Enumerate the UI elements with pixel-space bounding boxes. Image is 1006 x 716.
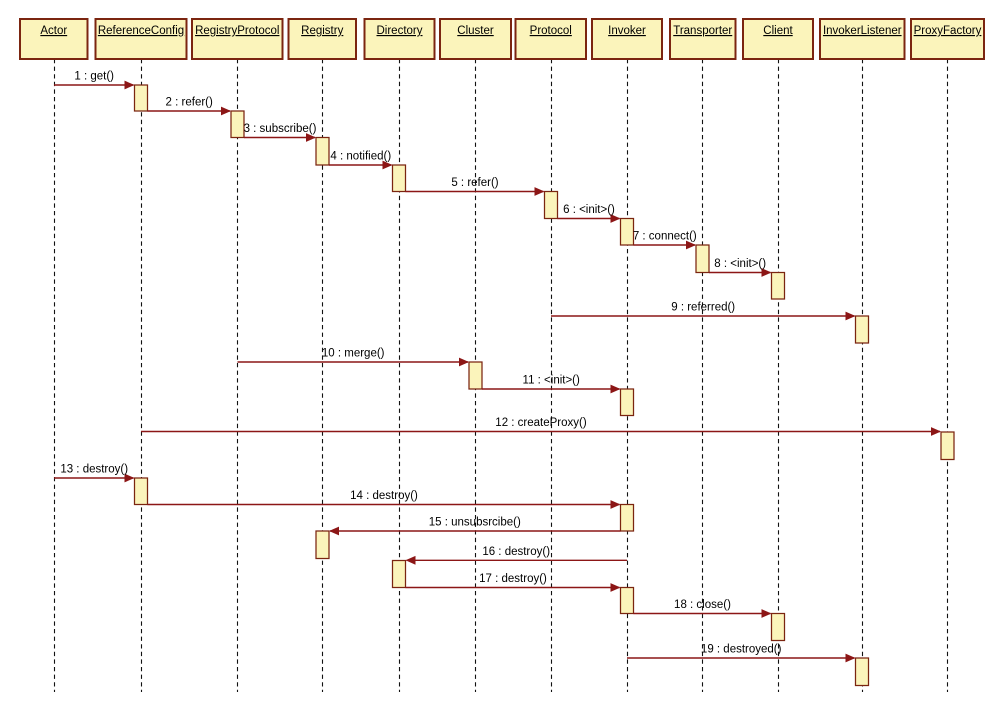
svg-text:9 : referred(): 9 : referred() [671,302,735,314]
svg-text:Protocol: Protocol [530,25,572,37]
svg-text:13 : destroy(): 13 : destroy() [60,464,128,476]
svg-text:Actor: Actor [40,25,67,37]
svg-text:InvokerListener: InvokerListener [823,25,902,37]
svg-text:1 : get(): 1 : get() [74,71,114,83]
svg-text:Directory: Directory [376,25,422,37]
svg-text:ReferenceConfig: ReferenceConfig [98,25,184,37]
svg-text:Cluster: Cluster [457,25,494,37]
svg-text:Registry: Registry [301,25,343,37]
svg-text:17 : destroy(): 17 : destroy() [479,573,547,585]
svg-text:7 : connect(): 7 : connect() [633,231,697,243]
svg-text:2 : refer(): 2 : refer() [166,97,213,109]
svg-text:12 : createProxy(): 12 : createProxy() [495,417,587,429]
svg-text:Transporter: Transporter [673,25,732,37]
svg-text:8 : <init>(): 8 : <init>() [714,258,766,270]
svg-text:14 : destroy(): 14 : destroy() [350,490,418,502]
svg-text:18 : close(): 18 : close() [674,599,731,611]
svg-text:15 : unsubsrcibe(): 15 : unsubsrcibe() [429,517,521,529]
svg-text:10 : merge(): 10 : merge() [322,348,385,360]
svg-text:ProxyFactory: ProxyFactory [914,25,982,37]
svg-text:11 : <init>(): 11 : <init>() [523,375,580,387]
svg-text:RegistryProtocol: RegistryProtocol [195,25,279,37]
svg-text:Client: Client [763,25,793,37]
svg-text:Invoker: Invoker [608,25,646,37]
svg-text:3 : subscribe(): 3 : subscribe() [244,123,317,135]
svg-text:6 : <init>(): 6 : <init>() [563,204,615,216]
svg-text:16 : destroy(): 16 : destroy() [482,546,550,558]
svg-text:19 : destroyed(): 19 : destroyed() [701,644,782,656]
svg-text:5 : refer(): 5 : refer() [451,177,498,189]
svg-text:4 : notified(): 4 : notified() [330,151,391,163]
